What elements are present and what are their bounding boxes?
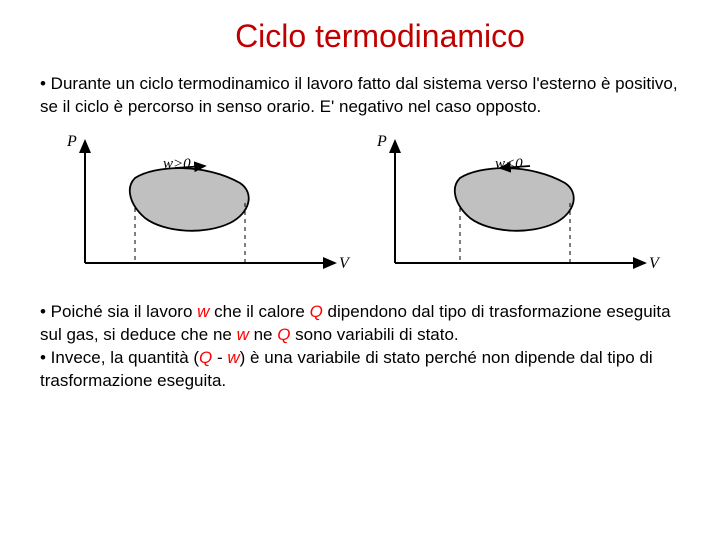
pv-left-svg — [55, 133, 355, 283]
v-axis-label: V — [649, 255, 659, 273]
symbol-Q: Q — [199, 348, 212, 367]
diagram-row: P V w>0 P V w<0 — [40, 133, 680, 283]
cycle-loop — [130, 168, 249, 231]
cycle-label-right: w<0 — [495, 156, 523, 173]
cycle-label-left: w>0 — [163, 156, 191, 173]
lower-bullets: • Poiché sia il lavoro w che il calore Q… — [40, 301, 680, 393]
symbol-w: w — [197, 302, 209, 321]
b2-text-a: • Poiché sia il lavoro — [40, 302, 197, 321]
bullet-2: • Poiché sia il lavoro w che il calore Q… — [40, 301, 680, 347]
symbol-w: w — [237, 325, 249, 344]
diagram-right: P V w<0 — [365, 133, 665, 283]
cycle-loop — [455, 168, 574, 231]
b2-text-d: ne — [249, 325, 277, 344]
symbol-Q: Q — [277, 325, 290, 344]
b3-text-a: • Invece, la quantità ( — [40, 348, 199, 367]
b2-text-b: che il calore — [209, 302, 309, 321]
p-axis-label: P — [67, 133, 77, 151]
p-axis-label: P — [377, 133, 387, 151]
diagram-left: P V w>0 — [55, 133, 355, 283]
bullet-3: • Invece, la quantità (Q - w) è una vari… — [40, 347, 680, 393]
b2-text-e: sono variabili di stato. — [290, 325, 458, 344]
symbol-Q: Q — [310, 302, 323, 321]
bullet-1: • Durante un ciclo termodinamico il lavo… — [40, 73, 680, 119]
symbol-w: w — [227, 348, 239, 367]
page-title: Ciclo termodinamico — [80, 18, 680, 55]
b3-text-b: - — [212, 348, 227, 367]
v-axis-label: V — [339, 255, 349, 273]
